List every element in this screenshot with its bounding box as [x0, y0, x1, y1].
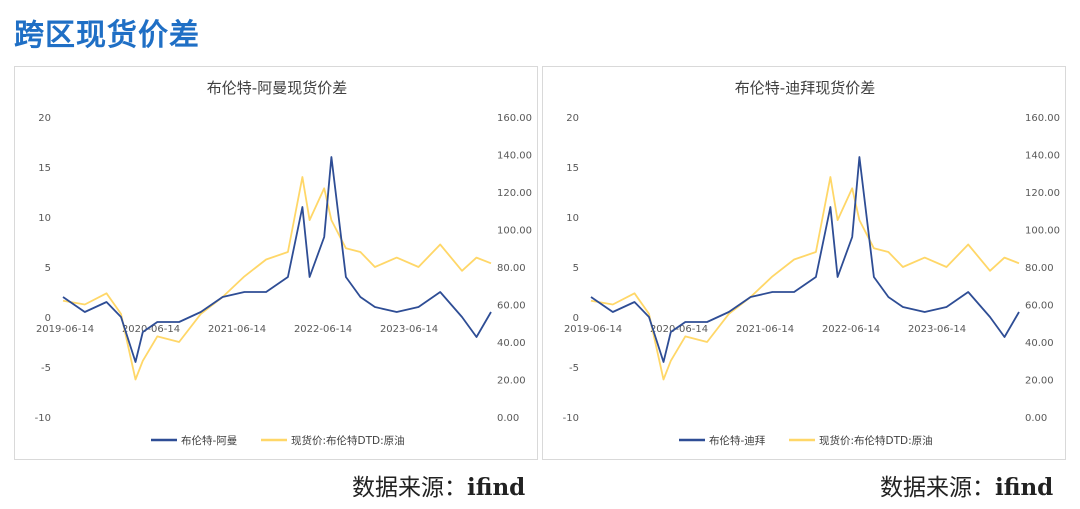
- y-left-tick-label: 15: [38, 163, 51, 174]
- x-tick-label: 2023-06-14: [380, 324, 438, 335]
- y-right-tick-label: 160.00: [1025, 113, 1060, 124]
- y-left-tick-label: 5: [573, 263, 579, 274]
- y-right-tick-label: 80.00: [497, 263, 526, 274]
- y-right-tick-label: 0.00: [1025, 413, 1047, 424]
- y-right-tick-label: 40.00: [1025, 338, 1054, 349]
- y-right-tick-label: 80.00: [1025, 263, 1054, 274]
- chart-title: 布伦特-迪拜现货价差: [735, 79, 875, 97]
- x-tick-label: 2021-06-14: [736, 324, 794, 335]
- legend-label: 现货价:布伦特DTD:原油: [291, 434, 405, 447]
- x-tick-label: 2019-06-14: [36, 324, 94, 335]
- y-right-tick-label: 0.00: [497, 413, 519, 424]
- x-tick-label: 2022-06-14: [822, 324, 880, 335]
- y-right-tick-label: 120.00: [1025, 188, 1060, 199]
- y-right-tick-label: 120.00: [497, 188, 532, 199]
- y-left-tick-label: -10: [563, 413, 579, 424]
- y-left-tick-label: 20: [38, 113, 51, 124]
- y-left-tick-label: -5: [41, 363, 51, 374]
- source-name: ifind: [995, 474, 1054, 501]
- series-line-spread: [62, 156, 492, 363]
- y-right-tick-label: 140.00: [497, 151, 532, 162]
- legend-label: 现货价:布伦特DTD:原油: [819, 434, 933, 447]
- series-line-price: [62, 176, 492, 381]
- chart-title: 布伦特-阿曼现货价差: [207, 79, 347, 97]
- y-right-tick-label: 100.00: [1025, 226, 1060, 237]
- y-right-tick-label: 100.00: [497, 226, 532, 237]
- y-right-tick-label: 20.00: [497, 376, 526, 387]
- chart-brent-oman: 布伦特-阿曼现货价差 20 15 10 5 0 -5 -10 160.00 140.00 120.0…: [35, 79, 532, 447]
- series-line-price: [590, 176, 1020, 381]
- data-source-note-left: 数据来源：ifind: [352, 468, 525, 502]
- x-tick-label: 2022-06-14: [294, 324, 352, 335]
- source-label: 数据来源：: [352, 475, 467, 501]
- x-tick-label: 2023-06-14: [908, 324, 966, 335]
- y-left-tick-label: 10: [38, 213, 51, 224]
- y-left-tick-label: 5: [45, 263, 51, 274]
- chart-panel-brent-oman: 布伦特-阿曼现货价差 20 15 10 5 0 -5 -10 160.00 140.00 120.0…: [14, 66, 538, 460]
- y-right-tick-label: 20.00: [1025, 376, 1054, 387]
- y-right-tick-label: 160.00: [497, 113, 532, 124]
- x-tick-label: 2021-06-14: [208, 324, 266, 335]
- chart-panel-brent-dubai: 布伦特-迪拜现货价差 20 15 10 5 0 -5 -10 160.00 140.00 120.0…: [542, 66, 1066, 460]
- y-left-tick-label: -10: [35, 413, 51, 424]
- y-right-tick-label: 40.00: [497, 338, 526, 349]
- y-right-tick-label: 60.00: [1025, 301, 1054, 312]
- legend: 布伦特-阿曼 现货价:布伦特DTD:原油: [151, 434, 405, 447]
- legend-label: 布伦特-阿曼: [181, 434, 238, 447]
- legend: 布伦特-迪拜 现货价:布伦特DTD:原油: [679, 434, 933, 447]
- y-left-tick-label: 10: [566, 213, 579, 224]
- y-left-tick-label: 20: [566, 113, 579, 124]
- x-tick-label: 2020-06-14: [122, 324, 180, 335]
- legend-label: 布伦特-迪拜: [709, 434, 766, 447]
- source-name: ifind: [467, 474, 526, 501]
- series-line-spread: [590, 156, 1020, 363]
- y-left-tick-label: 0: [45, 313, 51, 324]
- y-right-tick-label: 60.00: [497, 301, 526, 312]
- data-source-note-right: 数据来源：ifind: [880, 468, 1053, 502]
- y-left-tick-label: -5: [569, 363, 579, 374]
- x-tick-label: 2019-06-14: [564, 324, 622, 335]
- y-right-tick-label: 140.00: [1025, 151, 1060, 162]
- y-left-tick-label: 15: [566, 163, 579, 174]
- page-title: 跨区现货价差: [14, 18, 200, 53]
- chart-brent-dubai: 布伦特-迪拜现货价差 20 15 10 5 0 -5 -10 160.00 140.00 120.0…: [563, 79, 1060, 447]
- y-left-tick-label: 0: [573, 313, 579, 324]
- source-label: 数据来源：: [880, 475, 995, 501]
- x-tick-label: 2020-06-14: [650, 324, 708, 335]
